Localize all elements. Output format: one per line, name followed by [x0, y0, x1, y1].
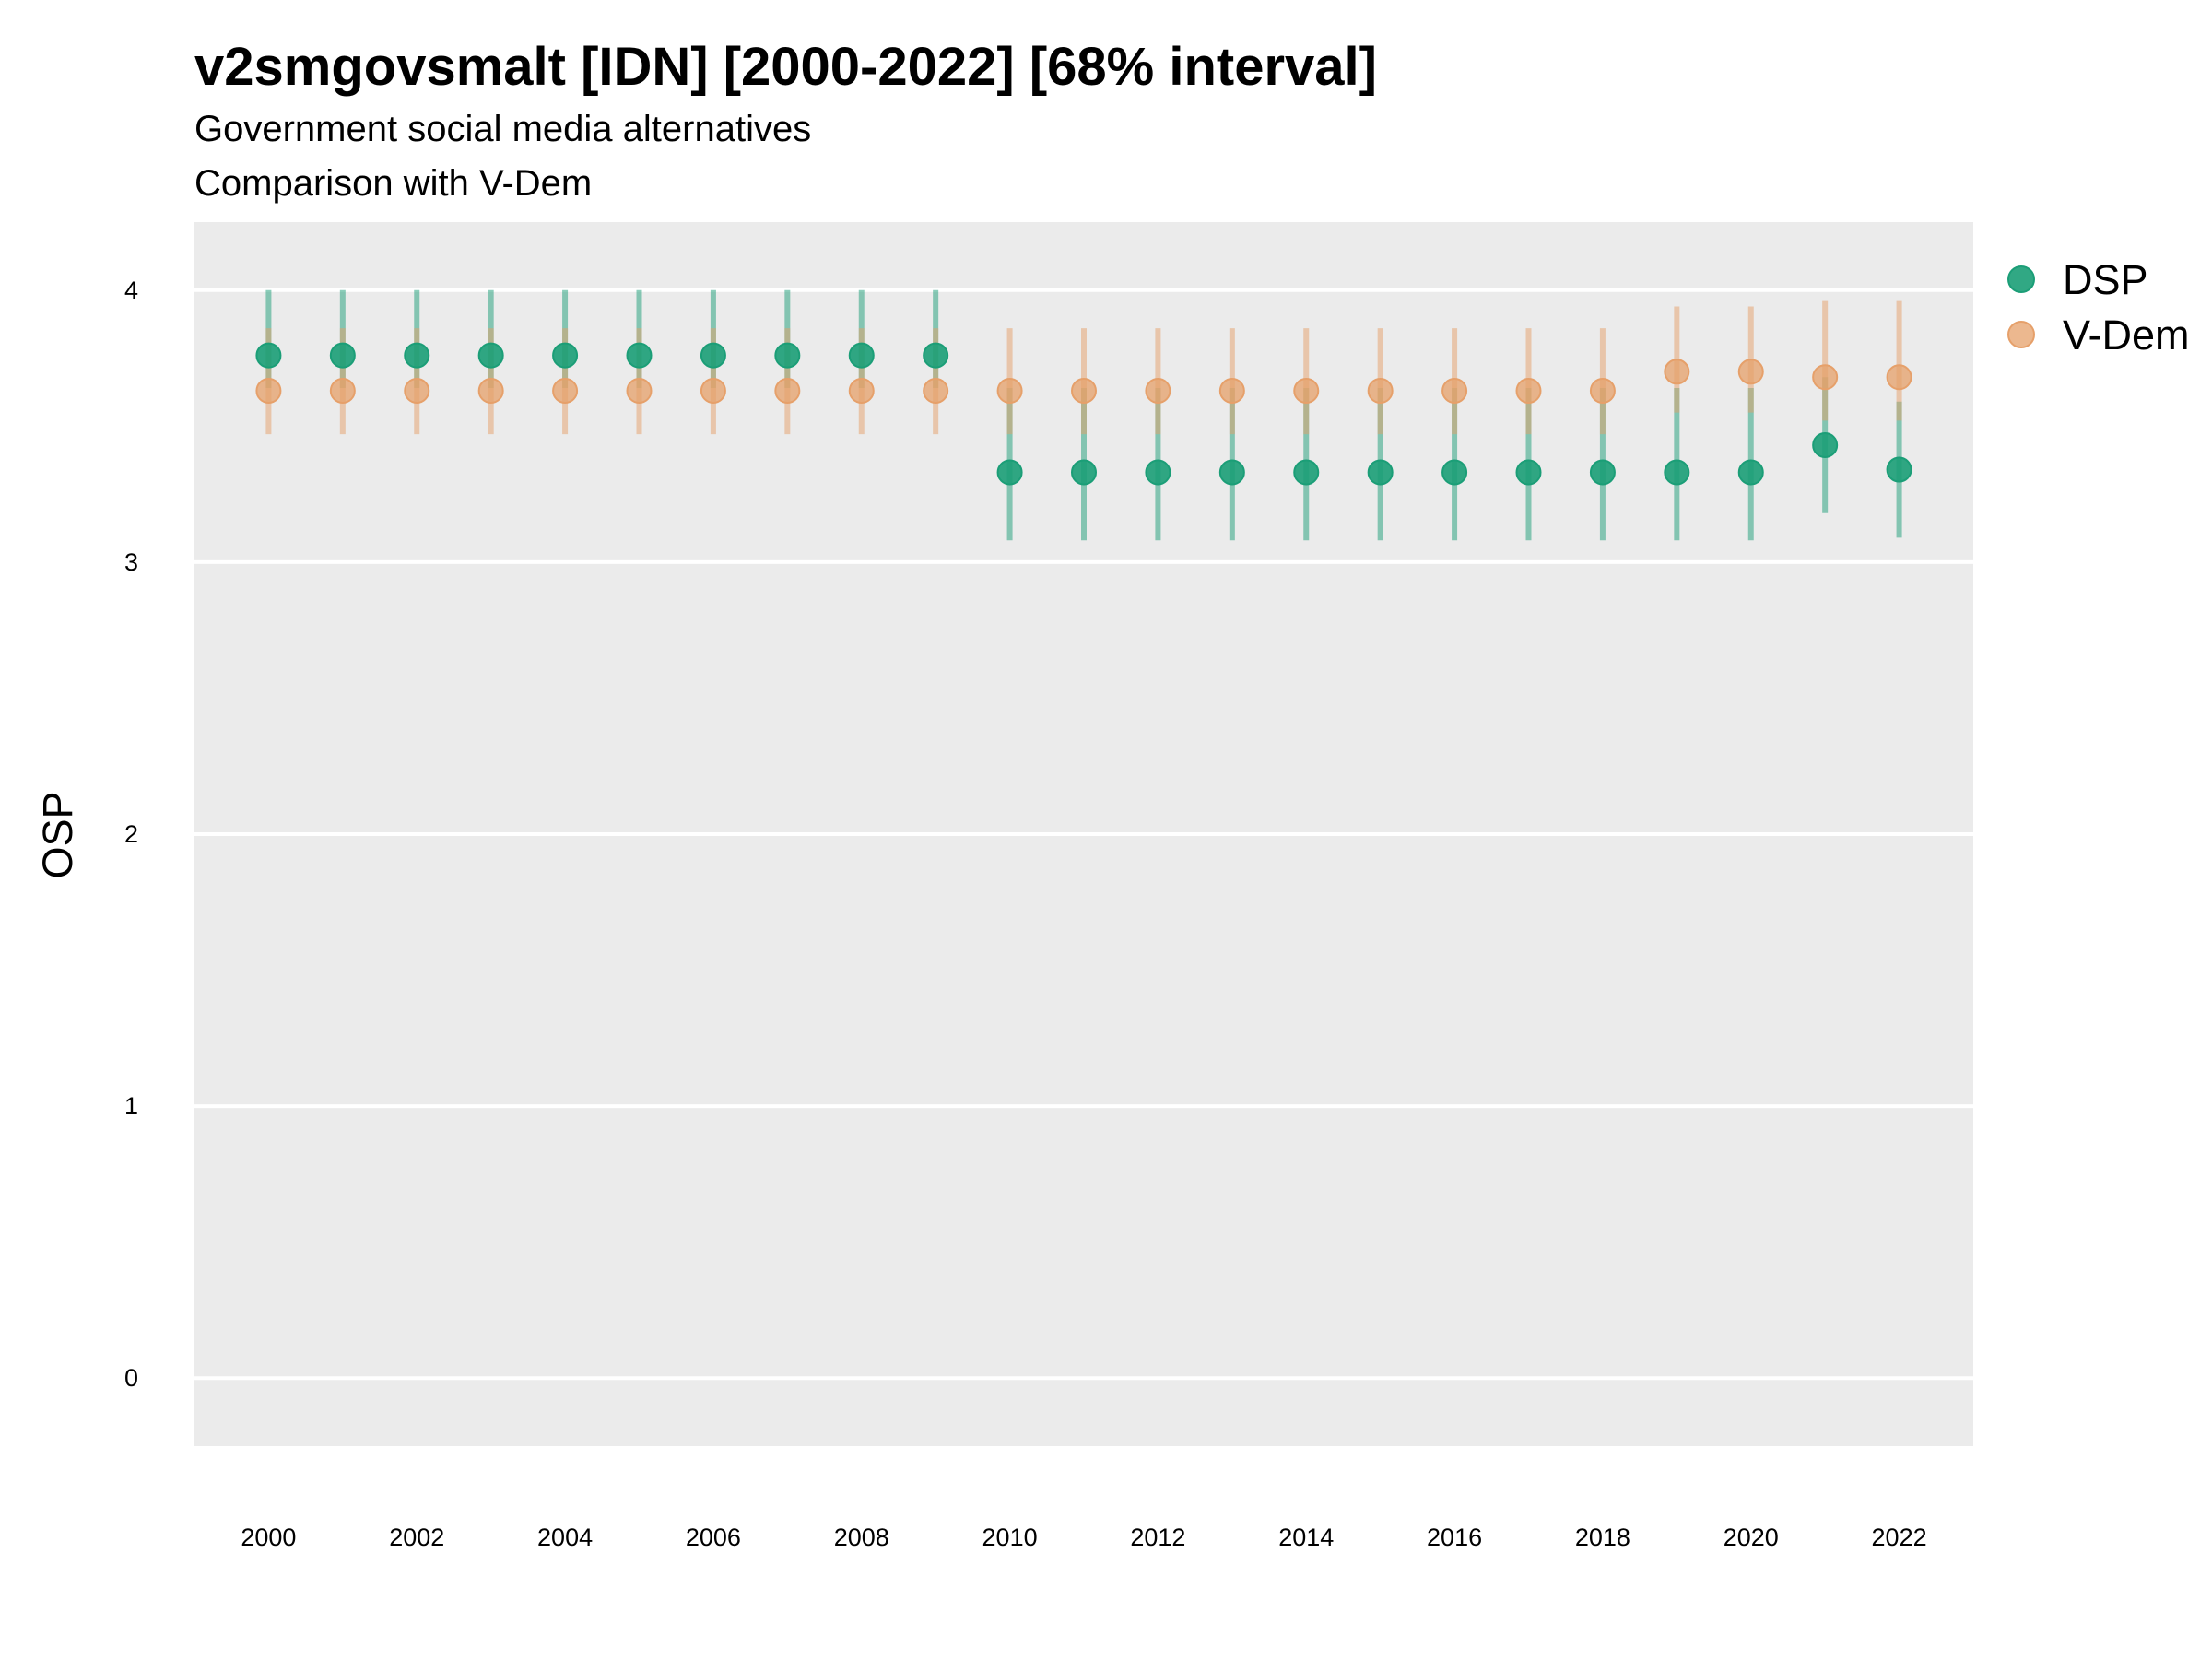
- legend-key: [2007, 265, 2035, 293]
- data-point: [1812, 364, 1839, 391]
- data-point: [1664, 459, 1690, 486]
- data-point: [1071, 459, 1097, 486]
- data-point: [1145, 459, 1171, 486]
- data-point: [1664, 359, 1690, 385]
- x-tick-label: 2006: [686, 1524, 741, 1551]
- x-tick-label: 2016: [1427, 1524, 1482, 1551]
- legend-label: DSP: [2063, 256, 2148, 303]
- data-point: [1367, 459, 1394, 486]
- data-point: [1367, 377, 1394, 404]
- data-point: [1218, 459, 1245, 486]
- data-point: [1886, 456, 1912, 483]
- x-tick-label: 2020: [1724, 1524, 1779, 1551]
- data-point: [923, 342, 949, 369]
- legend-label: V-Dem: [2063, 312, 2190, 359]
- data-point: [1812, 431, 1839, 458]
- x-tick-label: 2014: [1278, 1524, 1334, 1551]
- data-point: [774, 377, 801, 404]
- data-point: [255, 377, 282, 404]
- chart-subtitle: Government social media alternatives: [194, 109, 811, 149]
- data-point: [1515, 459, 1542, 486]
- data-point: [1886, 364, 1912, 391]
- data-point: [996, 459, 1023, 486]
- chart-title: v2smgovsmalt [IDN] [2000-2022] [68% inte…: [194, 37, 1377, 97]
- data-point: [255, 342, 282, 369]
- data-point: [626, 342, 653, 369]
- y-tick-labels: 0 1 2 3 4: [124, 276, 138, 1392]
- x-tick-label: 2004: [537, 1524, 593, 1551]
- y-tick-label: 0: [124, 1364, 138, 1392]
- x-tick-label: 2022: [1872, 1524, 1927, 1551]
- data-point: [1589, 459, 1616, 486]
- x-tick-label: 2008: [834, 1524, 889, 1551]
- data-point: [626, 377, 653, 404]
- data-point: [774, 342, 801, 369]
- data-point: [477, 342, 504, 369]
- data-point: [1293, 459, 1320, 486]
- x-tick-label: 2010: [982, 1524, 1038, 1551]
- data-point: [477, 377, 504, 404]
- data-point: [1441, 377, 1468, 404]
- data-point: [1737, 459, 1764, 486]
- data-point: [700, 342, 726, 369]
- data-point: [996, 377, 1023, 404]
- data-point: [700, 377, 726, 404]
- grid-lines: [194, 288, 1973, 1381]
- data-point: [552, 377, 579, 404]
- data-point: [329, 342, 356, 369]
- data-point: [848, 377, 875, 404]
- chart-subtitle-comparison: Comparison with V-Dem: [194, 163, 592, 204]
- legend: DSP V-Dem: [2007, 256, 2190, 359]
- data-point: [1589, 377, 1616, 404]
- data-point: [552, 342, 579, 369]
- data-point: [404, 342, 430, 369]
- data-point: [1441, 459, 1468, 486]
- data-point: [923, 377, 949, 404]
- y-axis-title: OSP: [34, 791, 81, 878]
- y-tick-label: 3: [124, 548, 138, 576]
- y-tick-label: 4: [124, 276, 138, 304]
- y-tick-label: 1: [124, 1092, 138, 1120]
- legend-key: [2007, 321, 2035, 348]
- data-point: [1071, 377, 1097, 404]
- data-point: [1515, 377, 1542, 404]
- x-tick-label: 2012: [1130, 1524, 1185, 1551]
- data-point: [404, 377, 430, 404]
- points: [255, 342, 1912, 486]
- x-tick-label: 2002: [389, 1524, 444, 1551]
- data-point: [1737, 359, 1764, 385]
- y-tick-label: 2: [124, 820, 138, 848]
- data-point: [1293, 377, 1320, 404]
- data-point: [1145, 377, 1171, 404]
- data-point: [329, 377, 356, 404]
- x-tick-labels: 2000 2002 2004 2006 2008 2010 2012 2014 2016 2018…: [241, 1524, 1926, 1551]
- x-tick-label: 2000: [241, 1524, 296, 1551]
- data-point: [1218, 377, 1245, 404]
- x-tick-label: 2018: [1575, 1524, 1630, 1551]
- data-point: [848, 342, 875, 369]
